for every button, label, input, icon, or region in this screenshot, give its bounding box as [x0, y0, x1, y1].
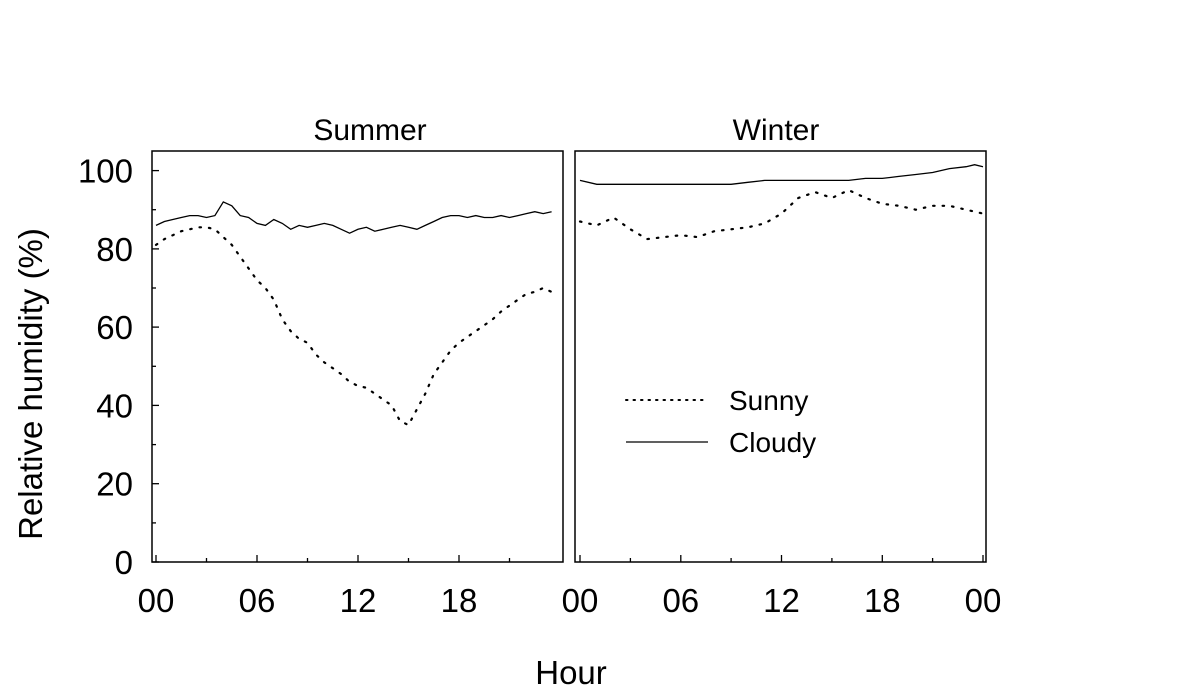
x-tick-label-summer-2: 12	[340, 582, 377, 619]
y-tick-label-60: 60	[96, 309, 133, 346]
series-sunny-winter	[578, 188, 985, 241]
y-tick-label-100: 100	[78, 153, 133, 190]
plot-winter	[578, 164, 985, 241]
x-tick-label-winter-0: 00	[562, 582, 599, 619]
y-tick-label-40: 40	[96, 387, 133, 424]
series-cloudy-summer	[155, 201, 552, 234]
plot-frame-winter	[574, 150, 987, 563]
x-tick-label-winter-1: 06	[662, 582, 699, 619]
x-tick-label-winter-3: 18	[864, 582, 901, 619]
x-tick-label-winter-4: 00	[965, 582, 1002, 619]
y-tick-label-20: 20	[96, 466, 133, 503]
series-cloudy-winter	[579, 164, 984, 185]
series-sunny-summer	[154, 226, 553, 427]
x-axis-label: Hour	[535, 654, 607, 691]
y-tick-label-0: 0	[115, 544, 133, 581]
y-tick-label-80: 80	[96, 231, 133, 268]
plot-frame-summer	[151, 150, 564, 563]
y-axis-label: Relative humidity (%)	[12, 228, 49, 540]
x-tick-label-summer-1: 06	[239, 582, 276, 619]
panel-title-winter: Winter	[733, 114, 820, 147]
plot-summer	[154, 201, 553, 427]
x-tick-label-summer-0: 00	[138, 582, 175, 619]
panel-title-summer: Summer	[313, 114, 426, 147]
x-tick-label-summer-3: 18	[441, 582, 478, 619]
legend-sunny-label: Sunny	[729, 385, 808, 416]
x-tick-label-winter-2: 12	[763, 582, 800, 619]
legend: Sunny Cloudy	[625, 385, 816, 458]
legend-cloudy-label: Cloudy	[729, 427, 816, 458]
